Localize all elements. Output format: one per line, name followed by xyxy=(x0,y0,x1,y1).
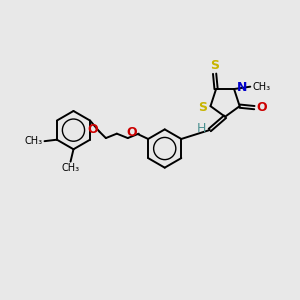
Text: CH₃: CH₃ xyxy=(25,136,43,146)
Text: H: H xyxy=(197,122,206,135)
Text: N: N xyxy=(236,81,247,94)
Text: O: O xyxy=(127,126,137,139)
Text: O: O xyxy=(256,101,267,114)
Text: CH₃: CH₃ xyxy=(61,164,80,173)
Text: CH₃: CH₃ xyxy=(252,82,270,92)
Text: S: S xyxy=(210,59,219,72)
Text: S: S xyxy=(199,101,208,114)
Text: O: O xyxy=(87,123,98,136)
